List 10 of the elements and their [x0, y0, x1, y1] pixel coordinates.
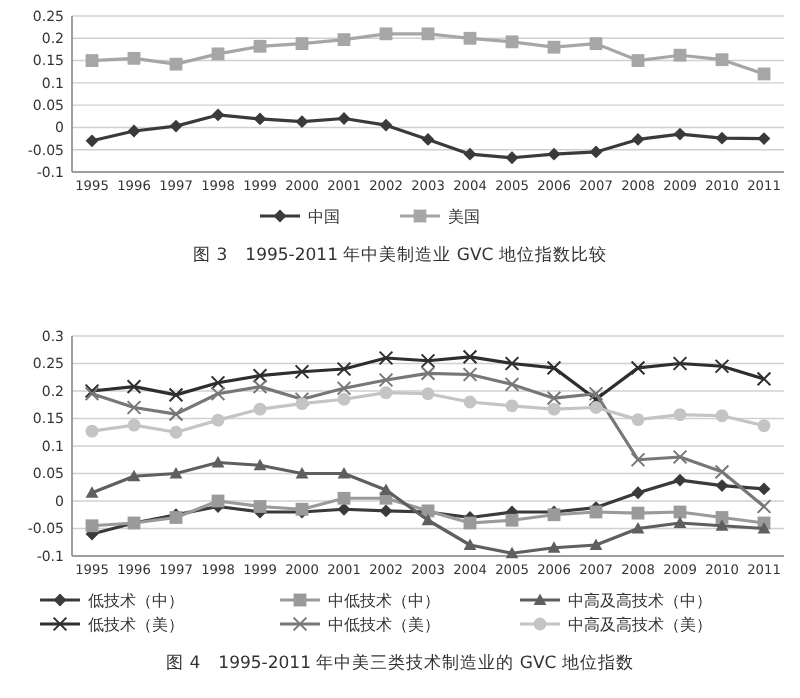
legend-label: 中低技术（美） — [328, 615, 440, 634]
text: 图 4 1995-2011 年中美三类技术制造业的 GVC 地位指数 — [166, 652, 634, 674]
legend-label: 美国 — [448, 207, 480, 226]
legend-label: 中高及高技术（中） — [568, 591, 712, 610]
legend-label: 中低技术（中） — [328, 591, 440, 610]
text: 图 3 1995-2011 年中美制造业 GVC 地位指数比较 — [193, 244, 607, 266]
legend-label: 低技术（中） — [88, 591, 184, 610]
legend-label: 低技术（美） — [88, 615, 184, 634]
legend-label: 中高及高技术（美） — [568, 615, 712, 634]
legend-label: 中国 — [308, 207, 340, 226]
